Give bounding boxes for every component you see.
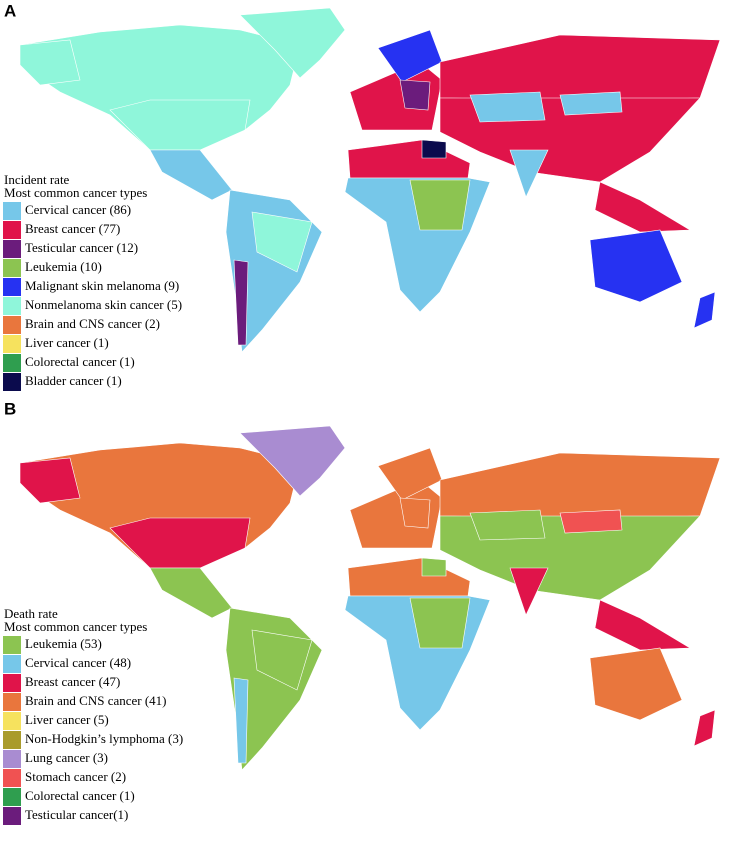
map-a xyxy=(19,7,721,353)
country-region mongolia xyxy=(559,509,623,534)
legend-swatch xyxy=(3,316,21,334)
country-region southeast-asia xyxy=(594,599,692,651)
country-region central-africa xyxy=(409,597,471,649)
legend-label: Breast cancer (47) xyxy=(25,674,120,689)
country-region egypt xyxy=(421,557,447,577)
legend-swatch xyxy=(3,807,21,825)
country-region greenland xyxy=(239,7,346,79)
legend-swatch xyxy=(3,297,21,315)
country-region north-africa xyxy=(347,139,471,179)
legend-label: Colorectal cancer (1) xyxy=(25,354,135,369)
legend-swatch xyxy=(3,655,21,673)
legend-swatch xyxy=(3,674,21,692)
legend-subtitle: Most common cancer types xyxy=(4,619,147,634)
legend-swatch xyxy=(3,240,21,258)
legend-label: Liver cancer (1) xyxy=(25,335,109,350)
map-b xyxy=(19,425,721,771)
legend-title: Incident rate xyxy=(4,172,70,187)
legend-swatch xyxy=(3,636,21,654)
country-region eastern-europe xyxy=(399,79,431,111)
legend-label: Lung cancer (3) xyxy=(25,750,108,765)
legend-label: Malignant skin melanoma (9) xyxy=(25,278,179,293)
country-region russia xyxy=(439,34,721,101)
legend-title: Death rate xyxy=(4,606,58,621)
legend-swatch xyxy=(3,335,21,353)
legend-swatch xyxy=(3,202,21,220)
legend-label: Brain and CNS cancer (2) xyxy=(25,316,160,331)
country-region southern-cone xyxy=(233,677,249,764)
legend-swatch xyxy=(3,221,21,239)
country-region north-africa xyxy=(347,557,471,597)
legend-swatch xyxy=(3,731,21,749)
country-region central-africa xyxy=(409,179,471,231)
legend-swatch xyxy=(3,712,21,730)
legend-label: Brain and CNS cancer (41) xyxy=(25,693,167,708)
legend-swatch xyxy=(3,769,21,787)
legend-label: Nonmelanoma skin cancer (5) xyxy=(25,297,182,312)
country-region united-states xyxy=(109,517,251,569)
country-region india xyxy=(509,567,549,616)
legend-label: Breast cancer (77) xyxy=(25,221,120,236)
legend-label: Liver cancer (5) xyxy=(25,712,109,727)
legend-swatch xyxy=(3,354,21,372)
country-region new-zealand xyxy=(693,709,716,747)
legend-label: Testicular cancer(1) xyxy=(25,807,128,822)
country-region kazakhstan xyxy=(469,509,546,541)
panel-label: B xyxy=(4,399,16,418)
country-region alaska xyxy=(19,457,81,504)
legend-label: Colorectal cancer (1) xyxy=(25,788,135,803)
country-region new-zealand xyxy=(693,291,716,329)
country-region australia xyxy=(589,647,683,721)
panel-label: A xyxy=(4,1,16,20)
legend-label: Leukemia (53) xyxy=(25,636,102,651)
legend-swatch xyxy=(3,693,21,711)
legend-swatch xyxy=(3,750,21,768)
country-region greenland xyxy=(239,425,346,497)
legend-swatch xyxy=(3,259,21,277)
country-region alaska xyxy=(19,39,81,86)
country-region central-america xyxy=(149,567,233,619)
legend-subtitle: Most common cancer types xyxy=(4,185,147,200)
legend-label: Cervical cancer (86) xyxy=(25,202,131,217)
country-region southeast-asia xyxy=(594,181,692,233)
legend-label: Stomach cancer (2) xyxy=(25,769,126,784)
country-region united-states xyxy=(109,99,251,151)
country-region eastern-europe xyxy=(399,497,431,529)
legend-swatch xyxy=(3,278,21,296)
country-region india xyxy=(509,149,549,198)
country-region australia xyxy=(589,229,683,303)
legend-swatch xyxy=(3,788,21,806)
country-region kazakhstan xyxy=(469,91,546,123)
country-region mongolia xyxy=(559,91,623,116)
legend-label: Leukemia (10) xyxy=(25,259,102,274)
country-region brazil xyxy=(251,211,313,273)
legend-swatch xyxy=(3,373,21,391)
country-region central-america xyxy=(149,149,233,201)
country-region russia xyxy=(439,452,721,519)
legend-label: Bladder cancer (1) xyxy=(25,373,122,388)
legend-label: Non-Hodgkin’s lymphoma (3) xyxy=(25,731,183,746)
country-region egypt xyxy=(421,139,447,159)
country-region brazil xyxy=(251,629,313,691)
legend-label: Testicular cancer (12) xyxy=(25,240,138,255)
country-region southern-cone xyxy=(233,259,249,346)
legend-label: Cervical cancer (48) xyxy=(25,655,131,670)
